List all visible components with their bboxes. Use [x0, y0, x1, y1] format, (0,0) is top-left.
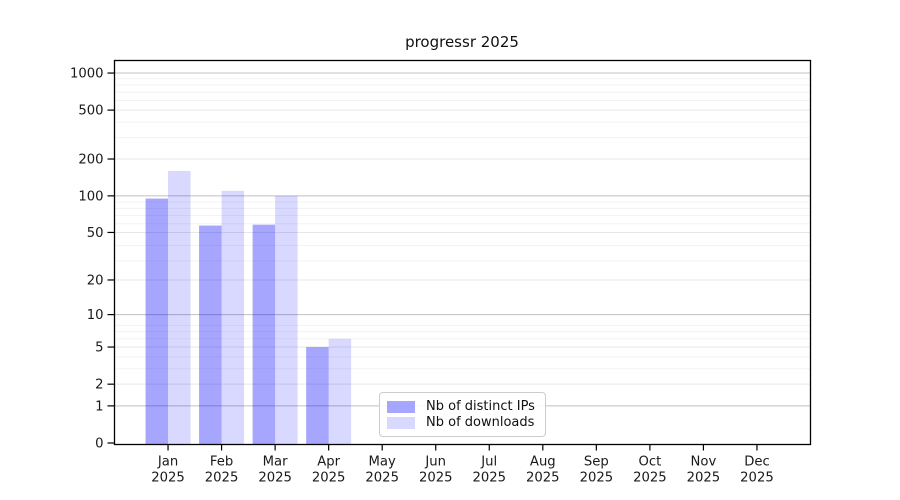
- bar-nb-of-distinct-ips-feb: [199, 225, 222, 445]
- x-tick-label-year: 2025: [633, 471, 667, 486]
- x-tick-label-month: Aug: [530, 455, 556, 470]
- x-tick-label-year: 2025: [205, 471, 239, 486]
- y-tick-label: 200: [78, 153, 103, 168]
- legend-swatch-downloads: [387, 416, 415, 429]
- y-tick-label: 100: [78, 189, 103, 204]
- x-tick-label-year: 2025: [258, 471, 292, 486]
- x-tick-label-year: 2025: [580, 471, 614, 486]
- chart-title: progressr 2025: [405, 33, 519, 51]
- plot-frame: [113, 59, 812, 446]
- x-tick-label-year: 2025: [526, 471, 560, 486]
- x-tick-label-month: Mar: [263, 455, 288, 470]
- x-tick-label-month: May: [369, 455, 396, 470]
- x-tick-label-month: Apr: [317, 455, 340, 470]
- y-tick-label: 50: [87, 226, 104, 241]
- bar-nb-of-downloads-mar: [275, 195, 298, 445]
- x-tick-label-year: 2025: [151, 471, 185, 486]
- bar-nb-of-distinct-ips-jan: [145, 198, 169, 445]
- bar-nb-of-downloads-apr: [328, 338, 352, 445]
- y-tick-label: 10: [87, 308, 104, 323]
- legend-label-distinct-ips: Nb of distinct IPs: [426, 399, 535, 414]
- x-tick-label-month: Feb: [210, 455, 233, 470]
- x-tick-label-month: Jul: [480, 455, 497, 470]
- x-tick-label-month: Sep: [584, 455, 609, 470]
- y-tick-label: 1000: [70, 67, 104, 82]
- plot-background: [114, 60, 811, 445]
- y-tick-label: 0: [95, 437, 103, 452]
- legend-label-downloads: Nb of downloads: [426, 415, 535, 430]
- x-tick-label-year: 2025: [687, 471, 721, 486]
- y-tick-label: 5: [95, 341, 103, 356]
- x-tick-label-year: 2025: [419, 471, 453, 486]
- legend: Nb of distinct IPs Nb of downloads: [379, 392, 546, 437]
- x-tick-label-year: 2025: [740, 471, 774, 486]
- legend-item-distinct-ips: Nb of distinct IPs: [387, 400, 537, 413]
- y-tick-label: 500: [78, 104, 103, 119]
- x-tick-label-year: 2025: [312, 471, 346, 486]
- x-tick-label-month: Jun: [424, 455, 446, 470]
- x-tick-label-month: Jan: [157, 455, 178, 470]
- legend-swatch-distinct-ips: [387, 400, 415, 413]
- bar-nb-of-downloads-feb: [221, 190, 245, 445]
- x-tick-label-month: Dec: [744, 455, 770, 470]
- bar-nb-of-downloads-jan: [168, 170, 191, 445]
- x-tick-label-year: 2025: [365, 471, 399, 486]
- x-tick-label-year: 2025: [472, 471, 506, 486]
- y-tick-label: 20: [87, 273, 104, 288]
- legend-item-downloads: Nb of downloads: [387, 416, 537, 429]
- x-tick-label-month: Oct: [638, 455, 661, 470]
- bar-nb-of-distinct-ips-mar: [252, 224, 276, 445]
- bar-nb-of-distinct-ips-apr: [306, 347, 329, 445]
- y-tick-label: 1: [95, 399, 103, 414]
- x-tick-label-month: Nov: [691, 455, 717, 470]
- y-tick-label: 2: [95, 378, 103, 393]
